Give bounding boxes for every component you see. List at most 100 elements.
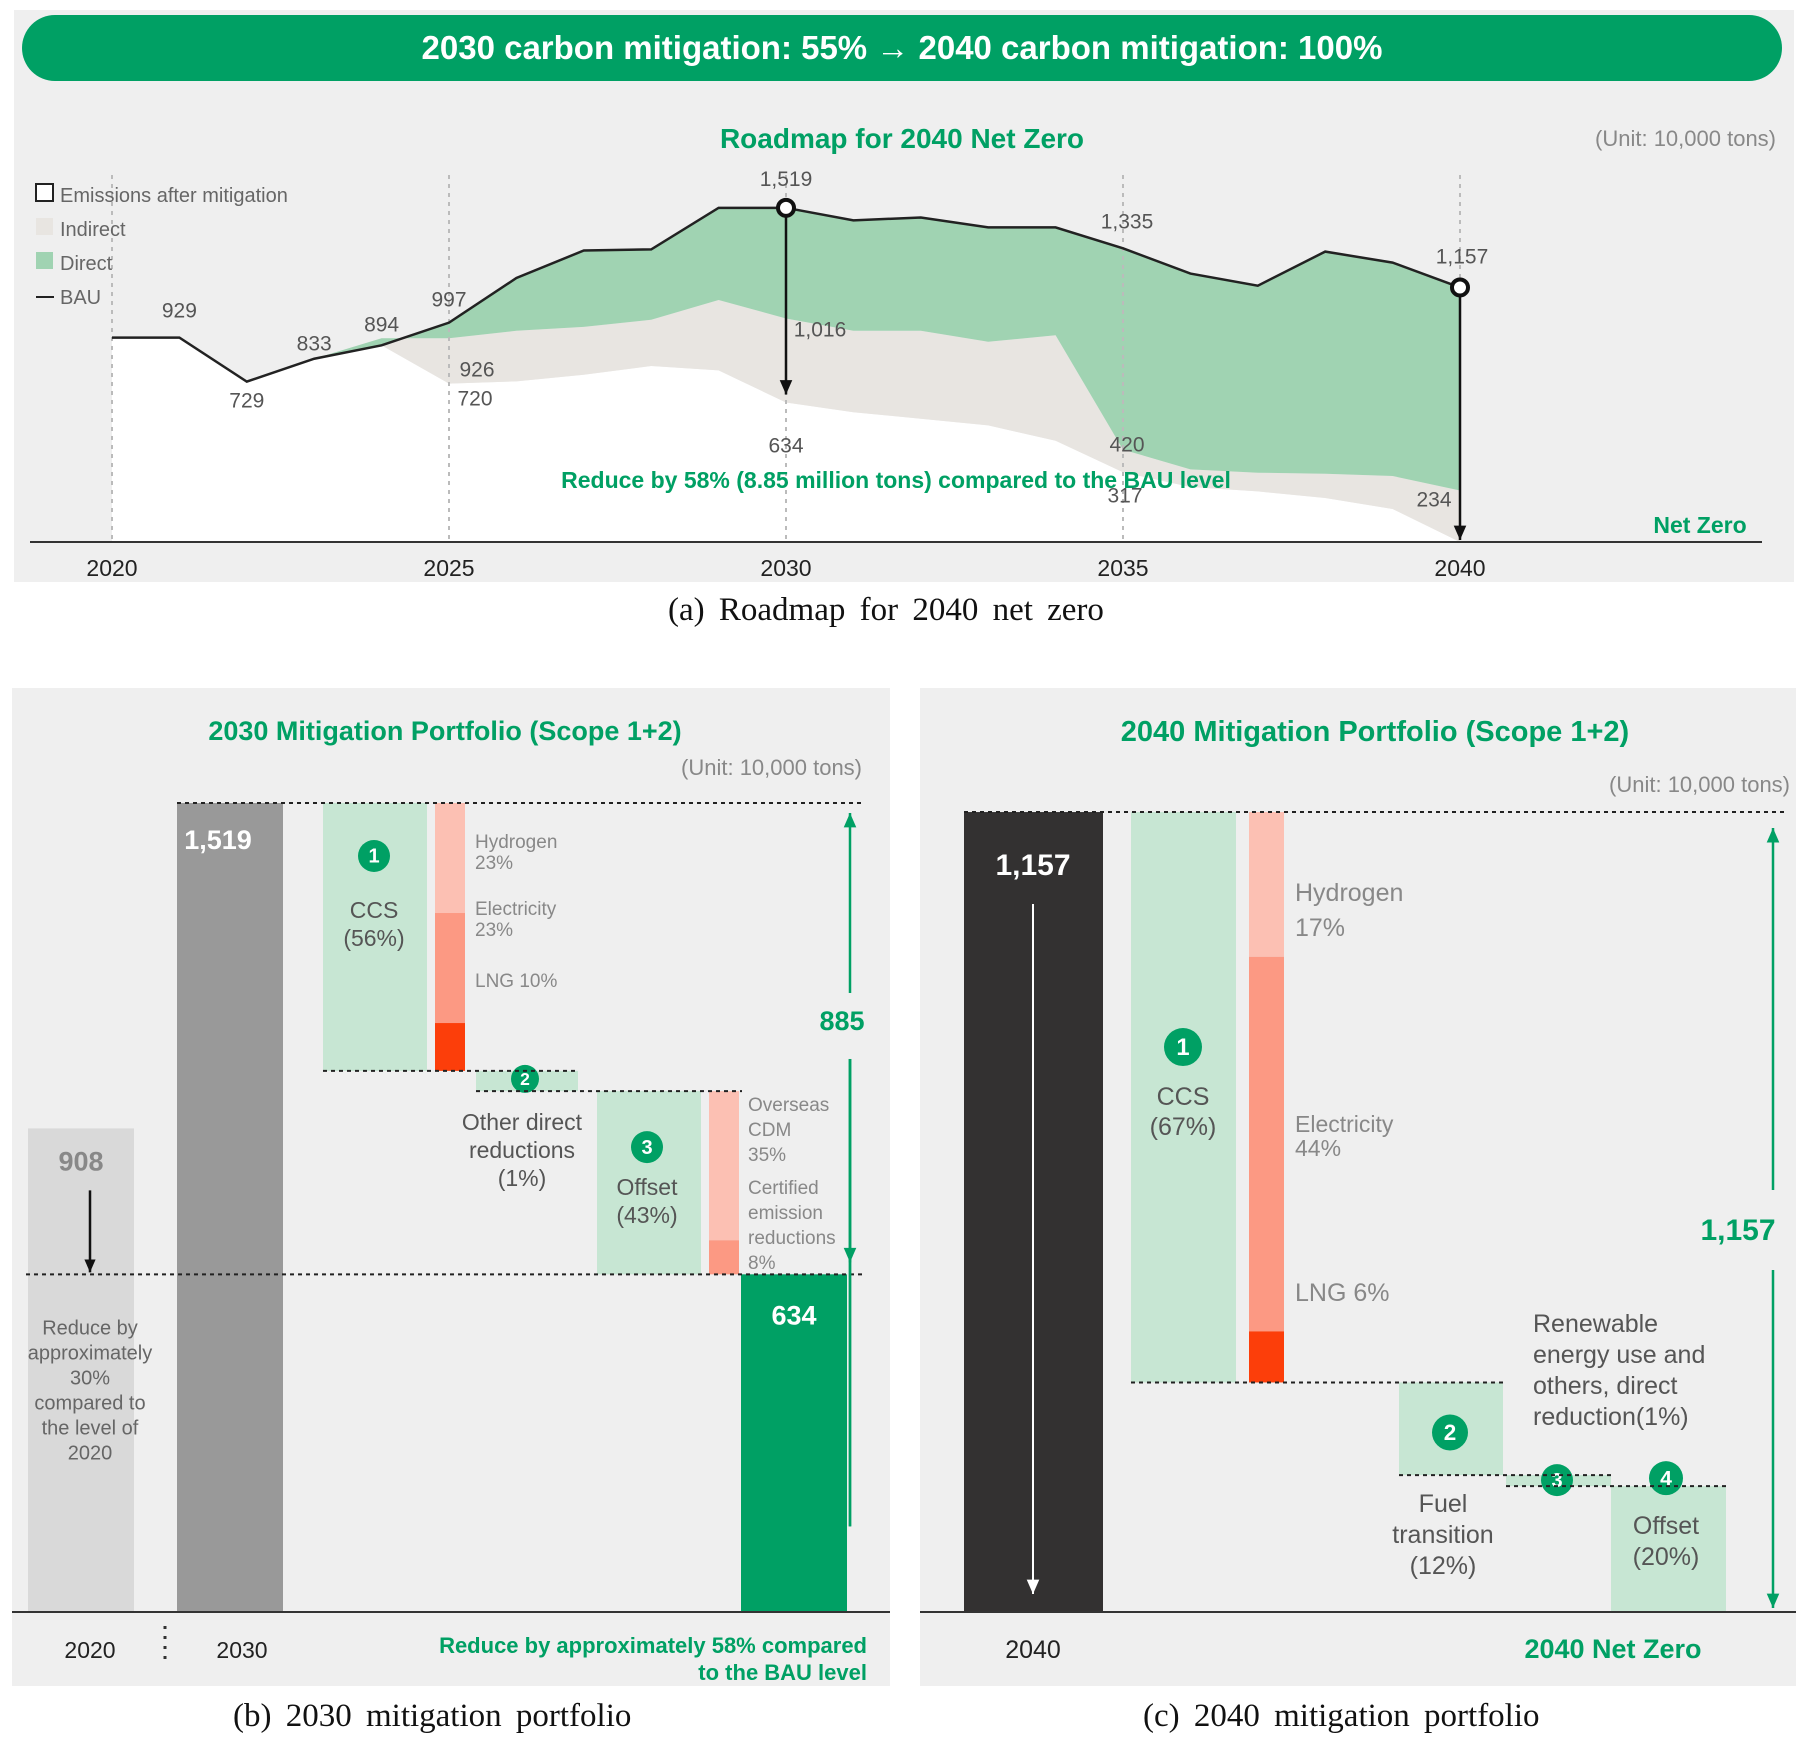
data-label: 894: [364, 313, 399, 336]
total-arrow-down-head: [843, 1247, 857, 1263]
arrow-2020-head: [84, 1259, 96, 1273]
bar-634-value: 634: [771, 1300, 816, 1330]
offset-cer-label: emission: [748, 1203, 823, 1224]
step-offset-label: (20%): [1633, 1543, 1700, 1571]
ccs-breakdown-label: 23%: [475, 853, 513, 874]
total-reduction: 1,157: [1700, 1214, 1775, 1247]
caption-b: (b) 2030 mitigation portfolio: [233, 1698, 632, 1734]
caption-a: (a) Roadmap for 2040 net zero: [668, 592, 1104, 628]
step-offset-label: Offset: [617, 1174, 679, 1200]
offset-cer-label: 8%: [748, 1253, 776, 1274]
note-2020: 2020: [68, 1442, 113, 1464]
x-tick-label: 2030: [760, 555, 811, 581]
ccs-lng-label: LNG 6%: [1295, 1279, 1389, 1307]
data-label: 997: [431, 289, 466, 312]
offset-cer-label: reductions: [748, 1228, 836, 1249]
data-label: 720: [457, 388, 492, 411]
data-label: 929: [162, 300, 197, 323]
bar-2020-value: 908: [58, 1146, 103, 1176]
x-label-2020: 2020: [64, 1637, 115, 1663]
x-label-2040: 2040: [1005, 1636, 1061, 1664]
ccs-breakdown-segment: [1249, 812, 1284, 957]
arrow-2040-head: [1453, 525, 1467, 540]
offset-cdm-label: CDM: [748, 1120, 791, 1141]
step-3-number: 3: [641, 1137, 652, 1159]
step-renewable-label: reduction(1%): [1533, 1403, 1689, 1431]
x-tick-label: 2020: [86, 555, 137, 581]
footer-note: Reduce by approximately 58% compared: [439, 1633, 867, 1658]
data-label: 317: [1107, 484, 1142, 507]
ccs-breakdown-label: LNG 10%: [475, 971, 557, 992]
chart-title: 2040 Mitigation Portfolio (Scope 1+2): [1121, 716, 1629, 748]
ccs-breakdown-label: Hydrogen: [475, 832, 557, 853]
step-fuel-label: Fuel: [1419, 1490, 1468, 1518]
chart-title: Roadmap for 2040 Net Zero: [720, 123, 1084, 154]
mitigation-banner: 2030 carbon mitigation: 55% → 2040 carbo…: [22, 15, 1782, 81]
legend-label: BAU: [60, 287, 101, 309]
marker-2030: [776, 197, 796, 218]
ccs-electricity-label: Electricity: [1295, 1111, 1394, 1137]
data-label: 420: [1109, 434, 1144, 457]
step-fuel-label: (12%): [1410, 1552, 1477, 1580]
ccs-breakdown-segment: [435, 802, 465, 914]
total-arrow-up-head: [1766, 828, 1780, 843]
portfolio-2040-panel: 1,157 1 CCS (67%) Hydrogen 17% Electricity 44% L…: [920, 688, 1796, 1686]
total-arrow-up-head: [843, 812, 857, 828]
step-offset: [597, 1091, 701, 1275]
data-label: 1,519: [760, 168, 813, 191]
bar-2030-value: 1,519: [184, 825, 252, 855]
arrow-2030-head: [779, 380, 793, 395]
indirect-area: [112, 300, 1460, 542]
total-reduction: 885: [819, 1006, 864, 1036]
footer-note: to the BAU level: [698, 1660, 867, 1685]
data-label: 833: [297, 333, 332, 356]
ccs-hydrogen-label: Hydrogen: [1295, 879, 1403, 907]
legend-label: Emissions after mitigation: [60, 185, 288, 207]
roadmap-chart: 2020 2025 2030 2035 2040 929 729 833 894 997 926 72…: [30, 123, 1776, 581]
offset-breakdown-segment: [709, 1091, 739, 1241]
step-3-number: 3: [1551, 1470, 1562, 1492]
step-2-circle: [1432, 1414, 1468, 1451]
roadmap-panel: 2020 2025 2030 2035 2040 929 729 833 894 997 926 72…: [14, 10, 1794, 582]
bar-2020: [28, 1128, 134, 1612]
step-ccs-label: CCS: [350, 897, 399, 923]
step-2-circle: [511, 1064, 539, 1093]
offset-cdm-label: Overseas: [748, 1095, 829, 1116]
data-label: 634: [768, 435, 803, 458]
ccs-breakdown-segment: [435, 1023, 465, 1071]
data-label: 1,335: [1101, 210, 1154, 233]
step-3-circle: [1541, 1464, 1573, 1497]
total-arrow-gap: [840, 992, 860, 1059]
step-other-direct-label: (1%): [498, 1165, 547, 1191]
caption-c: (c) 2040 mitigation portfolio: [1143, 1698, 1540, 1734]
total-arrow-down-head: [1766, 1593, 1780, 1608]
bar-2030: [177, 802, 283, 1612]
offset-breakdown-segment: [709, 1240, 739, 1275]
step-1-number: 1: [368, 846, 379, 868]
legend-label: Direct: [60, 253, 113, 275]
ccs-breakdown-label: Electricity: [475, 899, 557, 920]
step-1-circle: [358, 839, 390, 872]
ccs-breakdown-segment: [1249, 956, 1284, 1332]
chart-title: 2030 Mitigation Portfolio (Scope 1+2): [208, 716, 681, 746]
bar-634: [741, 1274, 847, 1612]
legend-swatch: [36, 218, 53, 235]
note-2020: 30%: [70, 1367, 110, 1389]
bar-2040-value: 1,157: [995, 849, 1070, 882]
step-3-circle: [631, 1131, 663, 1164]
offset-cer-label: Certified: [748, 1178, 819, 1199]
step-fuel-label: transition: [1392, 1521, 1493, 1549]
step-renewable-label: energy use and: [1533, 1341, 1705, 1369]
data-label: 729: [229, 390, 264, 413]
step-offset-label: Offset: [1633, 1512, 1699, 1540]
reduction-annotation: Reduce by 58% (8.85 million tons) compar…: [561, 467, 1231, 493]
step-1-circle: [1164, 1028, 1202, 1067]
step-other-direct-label: Other direct: [462, 1109, 583, 1135]
ccs-hydrogen-label: 17%: [1295, 914, 1345, 942]
step-ccs-label: (56%): [343, 925, 404, 951]
net-zero-label: Net Zero: [1653, 512, 1746, 538]
unit-label: (Unit: 10,000 tons): [681, 755, 862, 780]
ccs-electricity-label: 44%: [1295, 1135, 1341, 1161]
